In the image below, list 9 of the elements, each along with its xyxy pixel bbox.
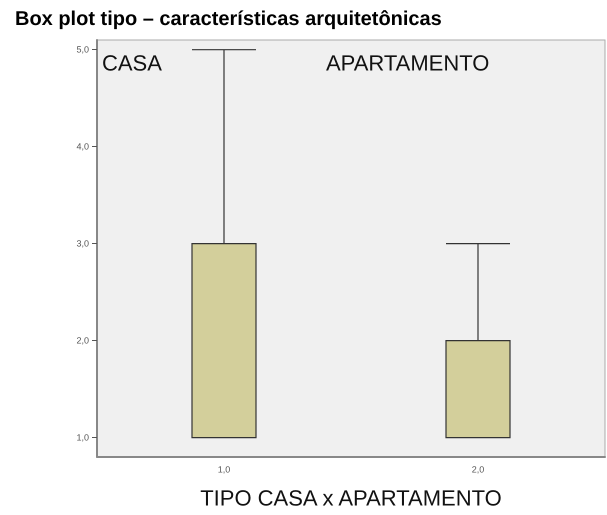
y-tick-label: 2,0 — [76, 336, 89, 346]
y-tick-label: 1,0 — [76, 432, 89, 443]
chart-title: Box plot tipo – características arquitetônicas — [15, 8, 442, 30]
y-tick-label: 5,0 — [76, 44, 89, 55]
annotation: APARTAMENTO — [326, 50, 490, 76]
annotation: CASA — [102, 50, 162, 76]
y-tick-label: 3,0 — [76, 238, 89, 249]
y-tick-label: 4,0 — [76, 142, 89, 152]
x-axis-title: TIPO CASA x APARTAMENTO — [200, 486, 502, 510]
